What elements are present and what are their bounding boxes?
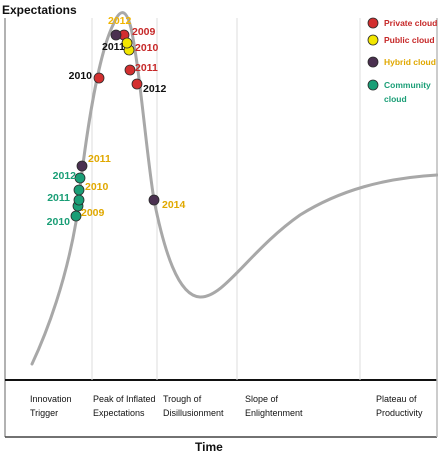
legend-label-1-0: Public cloud bbox=[384, 35, 435, 45]
phase-label-3-0: Slope of bbox=[245, 394, 279, 404]
point-year-label-3-3: 2011 bbox=[47, 192, 70, 204]
legend-marker-1 bbox=[367, 34, 379, 46]
phase-label-2-0: Trough of bbox=[163, 394, 202, 404]
point-year-label-0-1: 2010 bbox=[69, 70, 93, 82]
point-marker-0-2 bbox=[124, 64, 136, 76]
point-marker-3-3 bbox=[73, 194, 85, 206]
phase-label-0-1: Trigger bbox=[30, 408, 58, 418]
point-year-label-2-0: 2011 bbox=[102, 41, 125, 53]
point-marker-1-1 bbox=[121, 37, 133, 49]
point-year-label-0-3: 2012 bbox=[143, 83, 167, 95]
legend-marker-0 bbox=[367, 17, 379, 29]
point-year-label-2-1: 2011 bbox=[88, 153, 111, 165]
point-marker-2-2 bbox=[148, 194, 160, 206]
point-marker-3-0 bbox=[70, 210, 82, 222]
phase-label-4-0: Plateau of bbox=[376, 394, 417, 404]
phase-label-1-0: Peak of Inflated bbox=[93, 394, 156, 404]
point-year-label-3-0: 2009 bbox=[81, 207, 105, 219]
chart-frame bbox=[4, 18, 438, 438]
legend-marker-2 bbox=[367, 56, 379, 68]
legend: Private cloud Public cloud Hybrid cloud Com… bbox=[367, 17, 437, 104]
point-marker-3-1 bbox=[73, 184, 85, 196]
point-year-label-3-2: 2010 bbox=[47, 216, 71, 228]
point-marker-3-4 bbox=[74, 172, 86, 184]
point-marker-0-3 bbox=[131, 78, 143, 90]
point-marker-2-0 bbox=[110, 29, 122, 41]
phase-labels: Innovation Trigger Peak of Inflated Expecta… bbox=[30, 394, 423, 418]
phase-label-0-0: Innovation bbox=[30, 394, 72, 404]
data-points: 2009 2010 2011 2012 2010 2012 2011 2011 2014 2009… bbox=[47, 15, 186, 228]
point-year-label-2-2: 2014 bbox=[162, 199, 186, 211]
point-marker-2-1 bbox=[76, 160, 88, 172]
phase-label-2-1: Disillusionment bbox=[163, 408, 224, 418]
x-axis-title: Time bbox=[195, 440, 223, 453]
point-marker-0-1 bbox=[93, 72, 105, 84]
y-axis-title: Expectations bbox=[2, 3, 77, 17]
legend-marker-3 bbox=[367, 79, 379, 91]
phase-label-1-1: Expectations bbox=[93, 408, 145, 418]
legend-label-3-1: cloud bbox=[384, 94, 407, 104]
legend-label-2-0: Hybrid cloud bbox=[384, 57, 436, 67]
point-year-label-0-2: 2011 bbox=[135, 62, 158, 74]
point-year-label-0-0: 2009 bbox=[132, 26, 156, 38]
point-year-label-3-4: 2012 bbox=[53, 170, 77, 182]
point-year-label-1-0: 2010 bbox=[135, 42, 159, 54]
legend-label-0-0: Private cloud bbox=[384, 18, 437, 28]
phase-label-4-1: Productivity bbox=[376, 408, 423, 418]
phase-label-3-1: Enlightenment bbox=[245, 408, 303, 418]
point-year-label-1-1: 2012 bbox=[108, 15, 132, 27]
point-year-label-3-1: 2010 bbox=[85, 181, 109, 193]
legend-label-3-0: Community bbox=[384, 80, 431, 90]
